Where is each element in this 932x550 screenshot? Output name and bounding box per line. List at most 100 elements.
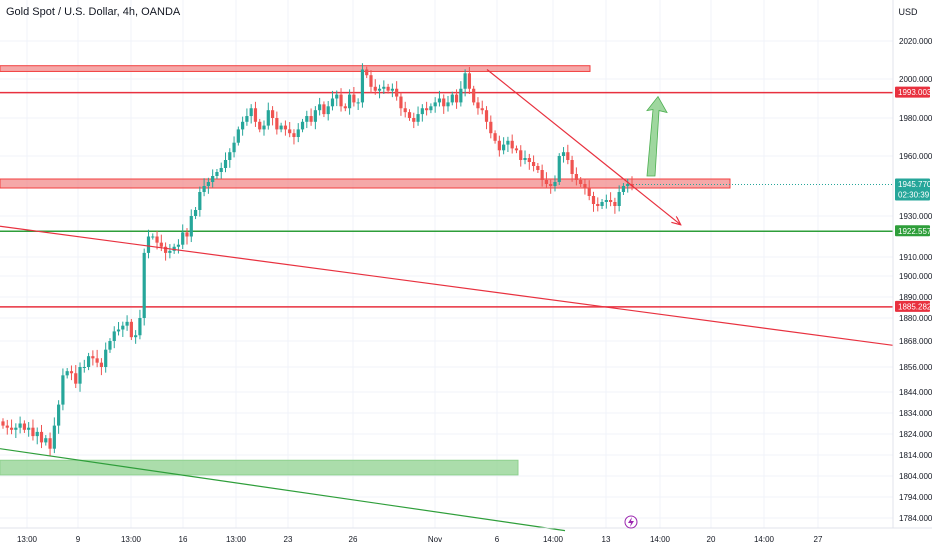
candle [365, 66, 369, 79]
candle [1, 418, 5, 429]
candle-body [258, 121, 262, 130]
currency-button[interactable]: USD [898, 7, 918, 17]
price-label-text: 1945.770 [898, 180, 932, 189]
candle [99, 358, 104, 376]
candle [591, 191, 596, 212]
candle-body [459, 88, 463, 103]
y-tick-label: 2020.000 [899, 37, 932, 46]
candle [502, 137, 506, 155]
projection-arrow [646, 95, 668, 177]
candle-body [365, 69, 369, 76]
green-arrow [646, 95, 668, 177]
candle-body [322, 104, 326, 115]
price-label: 1993.003 [895, 86, 932, 98]
candle-body [352, 94, 356, 103]
candle [621, 183, 626, 195]
candle [467, 67, 472, 95]
candle-body [61, 375, 65, 405]
candle-body [536, 166, 540, 170]
candle [176, 239, 181, 254]
candle [155, 230, 159, 250]
candle-body [245, 116, 249, 122]
candle-body [540, 170, 544, 180]
candle-body [219, 168, 223, 172]
candle [437, 90, 442, 107]
candle-body [476, 102, 480, 109]
candle [527, 153, 531, 170]
y-tick-label: 1844.000 [899, 388, 932, 397]
candle-body [570, 160, 574, 174]
candle-body [549, 184, 553, 186]
candle-body [168, 250, 172, 253]
x-tick-label: 27 [814, 535, 823, 544]
candle [125, 315, 129, 331]
candle-body [288, 129, 292, 134]
x-tick-label: 13:00 [226, 535, 247, 544]
candle [600, 199, 604, 209]
candle-body [266, 110, 270, 126]
candle-body [78, 367, 82, 384]
candle [305, 110, 309, 129]
candle [193, 207, 198, 220]
candle-body [300, 121, 305, 130]
candle [266, 102, 270, 130]
candle-body [48, 438, 52, 449]
candle-body [172, 246, 176, 251]
candle [472, 85, 476, 106]
candle [531, 155, 536, 172]
candle [446, 95, 450, 112]
y-tick-label: 1784.000 [899, 514, 932, 523]
candle [557, 153, 561, 185]
y-tick-label: 1960.000 [899, 152, 932, 161]
candle-body [472, 88, 476, 103]
candle [108, 338, 112, 353]
candle-body [484, 110, 489, 122]
candle-body [74, 373, 78, 384]
candle [373, 79, 377, 95]
y-tick-label: 1868.000 [899, 337, 932, 346]
candle [416, 106, 420, 126]
x-tick-label: 6 [495, 535, 500, 544]
candle-body [356, 102, 360, 104]
candle [347, 89, 352, 115]
y-tick-label: 2000.000 [899, 75, 932, 84]
candle [61, 368, 65, 411]
candles [1, 63, 634, 456]
candle [22, 420, 26, 433]
candle [168, 244, 172, 259]
candle-body [138, 318, 142, 336]
candle [433, 97, 437, 113]
candle-body [253, 108, 258, 122]
candle-body [377, 88, 382, 91]
candle-body [151, 236, 155, 238]
candle-body [429, 106, 433, 111]
candle-body [236, 129, 240, 143]
candle-body [531, 162, 536, 166]
candle-body [134, 335, 138, 338]
candle [211, 169, 215, 188]
candle [399, 92, 403, 116]
candle-body [129, 321, 133, 338]
price-label-text: 1922.557 [898, 227, 932, 236]
candle-body [497, 140, 501, 151]
candle [403, 101, 407, 118]
candle-body [198, 192, 202, 210]
candle [583, 178, 587, 195]
candle [313, 106, 317, 130]
candle-body [44, 438, 48, 443]
candle-body [523, 158, 527, 160]
candle [412, 112, 416, 129]
candle-body [493, 133, 497, 141]
lightning-icon[interactable] [624, 515, 638, 529]
candle-body [557, 156, 561, 182]
candle-body [561, 152, 566, 156]
candle [322, 101, 326, 118]
candle-body [159, 242, 163, 247]
candle-body [309, 116, 313, 122]
candle-body [591, 196, 596, 204]
candle-body [313, 110, 317, 122]
zones [0, 65, 731, 476]
candle-body [613, 202, 617, 206]
candle [407, 109, 412, 121]
